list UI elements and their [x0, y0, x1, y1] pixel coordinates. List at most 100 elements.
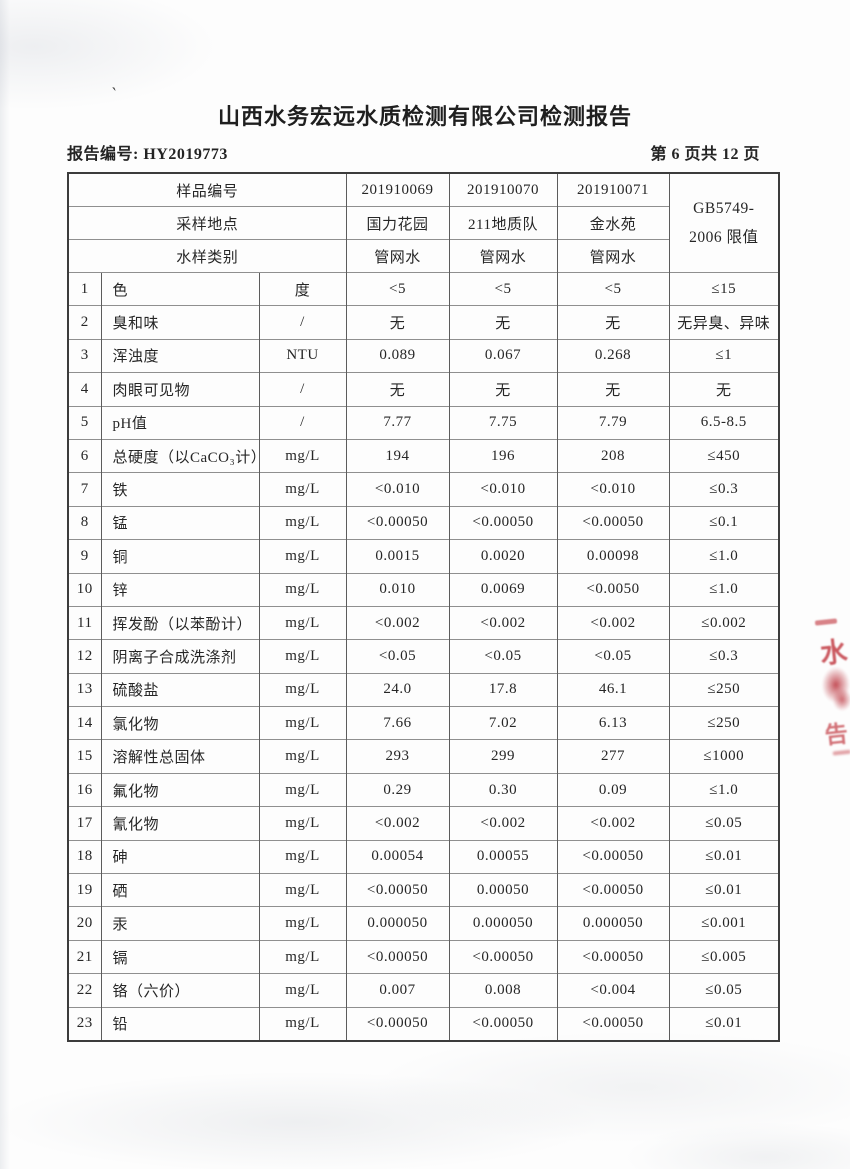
header-row-location: 采样地点 国力花园 211地质队 金水苑 — [67, 206, 779, 240]
row-number-cell: 8 — [67, 505, 101, 540]
param-name-cell: 溶解性总固体 — [100, 739, 259, 774]
table-row: 19 硒 mg/L <0.00050 0.00050 <0.00050 ≤0.0… — [67, 873, 780, 907]
unit-cell: mg/L — [258, 973, 347, 1008]
table-row: 11 挥发酚（以苯酚计） mg/L <0.002 <0.002 <0.002 ≤… — [67, 605, 780, 640]
row-number-cell: 18 — [67, 839, 101, 874]
table-row: 16 氟化物 mg/L 0.29 0.30 0.09 ≤1.0 — [67, 772, 780, 807]
water-quality-results-table: 样品编号 201910069 201910070 201910071 GB574… — [67, 172, 781, 1042]
sample1-value-cell: <0.002 — [345, 605, 450, 640]
location-cell-2: 211地质队 — [448, 206, 558, 240]
results-table-body: 1 色 度 <5 <5 <5 ≤15 2 臭和味 / 无 无 无 无异臭、异味 … — [67, 271, 780, 1041]
table-row: 1 色 度 <5 <5 <5 ≤15 — [67, 271, 780, 306]
page-title: 山西水务宏远水质检测有限公司检测报告 — [217, 104, 632, 129]
unit-cell: mg/L — [258, 939, 347, 974]
row-number-cell: 6 — [67, 438, 101, 473]
stamp-glyph-bottom: 告 — [823, 720, 850, 749]
row-number-cell: 14 — [67, 706, 101, 740]
table-row: 18 砷 mg/L 0.00054 0.00055 <0.00050 ≤0.01 — [67, 839, 780, 874]
row-number-cell: 11 — [67, 605, 101, 640]
sample2-value-cell: 196 — [448, 438, 558, 473]
stamp-mark-bottom — [832, 749, 850, 756]
sample3-value-cell: 6.13 — [556, 706, 670, 740]
sample-id-cell-3: 201910071 — [556, 172, 670, 207]
unit-cell: mg/L — [258, 873, 347, 907]
limit-value-cell: ≤0.005 — [668, 939, 780, 974]
limit-value-cell: ≤0.01 — [668, 1006, 780, 1041]
limit-value-cell: ≤1.0 — [668, 772, 780, 807]
param-name-cell: 锰 — [100, 505, 259, 540]
table-row: 15 溶解性总固体 mg/L 293 299 277 ≤1000 — [67, 739, 780, 774]
limit-value-cell: 无 — [668, 372, 780, 407]
unit-cell: mg/L — [258, 438, 347, 473]
sample3-value-cell: <0.002 — [556, 806, 670, 841]
sample3-value-cell: 0.000050 — [556, 906, 670, 941]
sample-id-label-cell: 样品编号 — [67, 172, 347, 207]
sample2-value-cell: 无 — [448, 305, 558, 340]
header-row-water-type: 水样类别 管网水 管网水 管网水 — [67, 239, 779, 273]
param-name-cell: pH值 — [100, 405, 259, 440]
sample2-value-cell: <0.00050 — [448, 1006, 558, 1041]
param-name-cell: 氯化物 — [100, 706, 259, 740]
sample1-value-cell: 0.089 — [345, 338, 450, 373]
table-row: 7 铁 mg/L <0.010 <0.010 <0.010 ≤0.3 — [67, 472, 780, 507]
sample3-value-cell: 277 — [556, 739, 670, 774]
unit-cell: NTU — [258, 338, 347, 373]
row-number-cell: 13 — [67, 672, 101, 707]
table-row: 10 锌 mg/L 0.010 0.0069 <0.0050 ≤1.0 — [67, 572, 780, 607]
sample1-value-cell: <0.05 — [345, 639, 450, 674]
sample3-value-cell: 0.09 — [556, 772, 670, 807]
limit-value-cell: ≤250 — [668, 706, 780, 740]
unit-cell: 度 — [258, 271, 347, 306]
row-number-cell: 10 — [67, 572, 101, 607]
table-row: 17 氰化物 mg/L <0.002 <0.002 <0.002 ≤0.05 — [67, 806, 780, 841]
limit-standard-line1: GB5749- — [693, 199, 755, 217]
sample2-value-cell: <0.010 — [448, 472, 558, 507]
unit-cell: mg/L — [258, 906, 347, 941]
unit-cell: / — [258, 305, 347, 340]
table-row: 23 铅 mg/L <0.00050 <0.00050 <0.00050 ≤0.… — [67, 1006, 780, 1041]
unit-cell: mg/L — [258, 706, 347, 740]
limit-value-cell: ≤0.3 — [668, 639, 780, 674]
param-name-cell: 砷 — [100, 839, 259, 874]
sample2-value-cell: 0.30 — [448, 772, 558, 807]
row-number-cell: 20 — [67, 906, 101, 941]
sample3-value-cell: <0.010 — [556, 472, 670, 507]
unit-cell: mg/L — [258, 639, 347, 674]
row-number-cell: 17 — [67, 806, 101, 841]
param-name-cell: 肉眼可见物 — [100, 372, 259, 407]
param-name-cell: 锌 — [100, 572, 259, 607]
stamp-ink-blob — [821, 665, 850, 714]
limit-value-cell: ≤0.05 — [668, 806, 780, 841]
unit-cell: / — [258, 372, 347, 407]
sample2-value-cell: 0.067 — [448, 338, 558, 373]
limit-value-cell: ≤0.01 — [668, 839, 780, 874]
sample1-value-cell: 无 — [345, 305, 450, 340]
limit-value-cell: ≤1000 — [668, 739, 780, 774]
param-name-cell: 挥发酚（以苯酚计） — [100, 605, 259, 640]
sample3-value-cell: <0.00050 — [556, 505, 670, 540]
page-number-info: 第 6 页共 12 页 — [650, 146, 760, 163]
param-name-cell: 铬（六价） — [100, 973, 259, 1008]
sample3-value-cell: <0.002 — [556, 605, 670, 640]
sample2-value-cell: 0.00050 — [448, 873, 558, 907]
sample2-value-cell: 0.008 — [448, 973, 558, 1008]
sample2-value-cell: <0.00050 — [448, 939, 558, 974]
sample1-value-cell: <0.002 — [345, 806, 450, 841]
sample2-value-cell: 0.0020 — [448, 539, 558, 574]
unit-cell: mg/L — [258, 772, 347, 807]
sample1-value-cell: <0.00050 — [345, 505, 450, 540]
limit-value-cell: ≤0.05 — [668, 973, 780, 1008]
sample1-value-cell: 0.00054 — [345, 839, 450, 874]
sample3-value-cell: 0.00098 — [556, 539, 670, 574]
sample3-value-cell: <0.00050 — [556, 839, 670, 874]
sample2-value-cell: 7.75 — [448, 405, 558, 440]
sample2-value-cell: 299 — [448, 739, 558, 774]
sample1-value-cell: <0.010 — [345, 472, 450, 507]
unit-cell: / — [258, 405, 347, 440]
limit-value-cell: ≤0.001 — [668, 906, 780, 941]
limit-value-cell: ≤250 — [668, 672, 780, 707]
limit-value-cell: ≤0.01 — [668, 873, 780, 907]
param-name-cell: 色 — [100, 271, 259, 306]
sample2-value-cell: <0.05 — [448, 639, 558, 674]
table-row: 12 阴离子合成洗涤剂 mg/L <0.05 <0.05 <0.05 ≤0.3 — [67, 639, 780, 674]
